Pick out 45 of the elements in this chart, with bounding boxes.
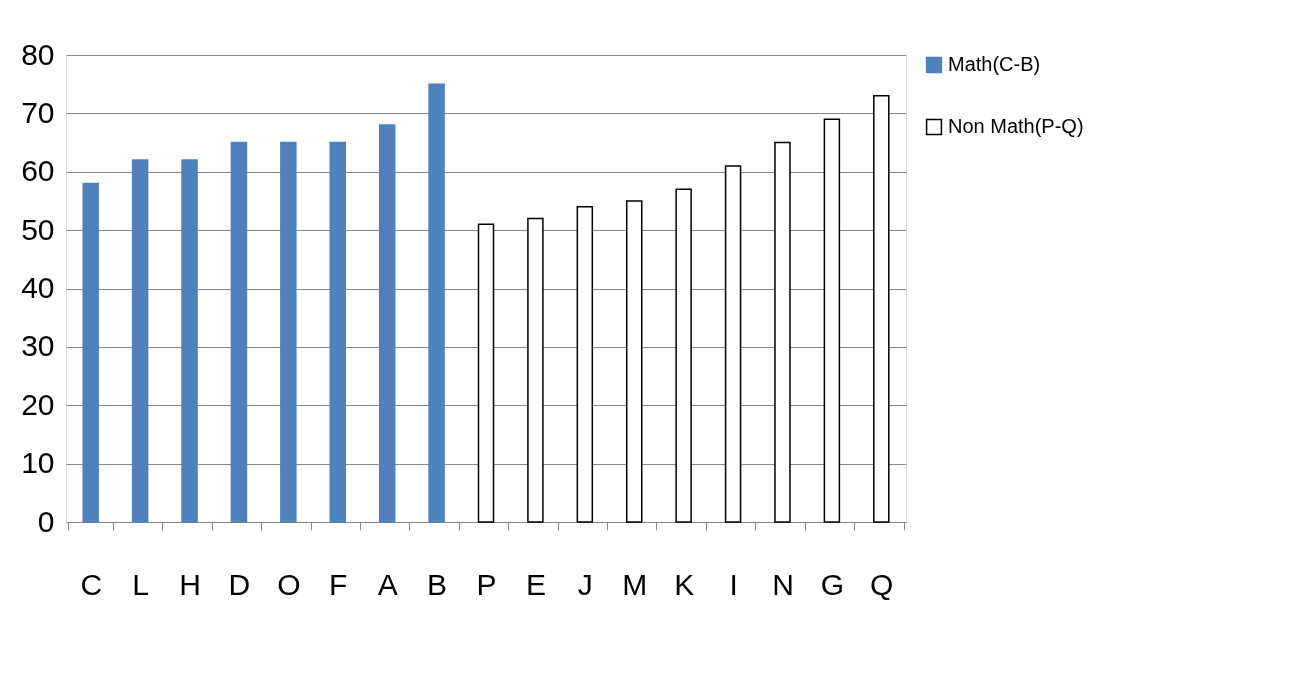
legend-label: Math(C-B) [948,53,1041,75]
x-tick-label: G [820,567,845,601]
bar [625,200,643,523]
bar [280,141,297,523]
bar [181,159,198,523]
y-tick-label: 50 [21,212,55,246]
x-tick-label: K [674,567,695,601]
x-tick-label: P [476,567,497,601]
bar [131,159,149,523]
bar [576,206,594,523]
bar [823,118,841,523]
x-tick-label: O [277,567,301,601]
y-tick-label: 80 [21,37,55,71]
x-tick-label: L [132,567,149,601]
bar [675,188,692,523]
x-tick-label: C [80,567,103,601]
bar [82,182,99,523]
bar [527,217,544,523]
bar [230,141,248,523]
x-tick-label: J [577,567,593,601]
y-tick-label: 70 [21,95,55,129]
x-tick-label: M [622,567,648,601]
bar [774,141,791,523]
x-tick-label: E [525,567,546,601]
y-tick-label: 60 [21,154,55,188]
x-tick-label: Q [870,567,894,601]
y-tick-label: 30 [21,329,55,363]
legend-label: Non Math(P-Q) [948,115,1084,137]
bar [477,223,495,523]
x-tick-label: I [729,567,738,601]
x-tick-label: A [377,567,398,601]
x-tick-label: F [329,567,348,601]
bar [428,83,445,523]
y-tick-label: 0 [37,504,55,538]
bar [724,165,742,523]
bar [873,95,890,523]
y-tick-label: 10 [21,446,55,480]
y-tick-label: 20 [21,387,55,421]
bar [329,141,347,523]
x-tick-label: B [427,567,448,601]
bar [378,124,396,523]
x-tick-label: H [179,567,201,601]
x-tick-label: D [228,567,251,601]
y-tick-label: 40 [21,271,55,304]
x-tick-label: N [772,567,794,601]
